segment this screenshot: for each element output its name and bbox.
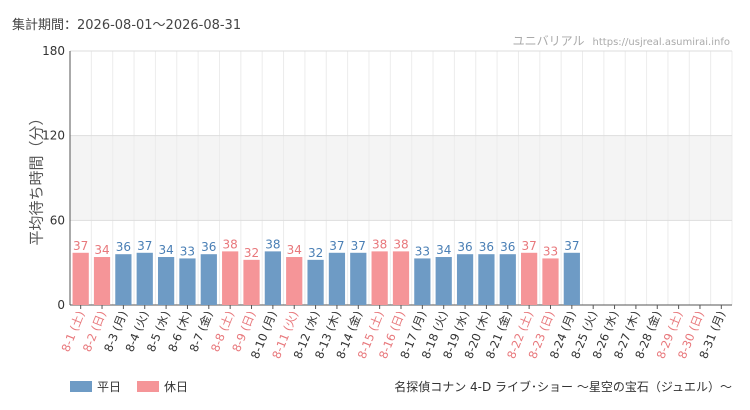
data-label: 37 [521,239,536,253]
y-tick-label: 120 [42,129,65,143]
data-label: 38 [223,237,238,251]
data-label: 38 [372,237,387,251]
data-label: 33 [180,244,195,258]
bar [264,251,281,305]
attraction-title: 名探偵コナン 4-D ライブ･ショー ～星空の宝石（ジュエル）～ [394,380,732,394]
data-label: 37 [137,239,152,253]
data-label: 37 [73,239,88,253]
bar [435,257,452,305]
data-label: 32 [308,246,323,260]
bar [307,259,324,305]
bar [286,257,303,305]
bar [243,259,260,305]
bar [456,254,474,305]
data-label: 36 [201,240,216,254]
legend-item-holiday: 休日 [137,378,188,395]
bar [136,252,153,305]
bar [93,257,111,305]
data-label: 36 [479,240,494,254]
bar [72,252,89,305]
bar [542,258,559,305]
legend: 平日 休日 [70,378,188,395]
data-label: 34 [436,243,451,257]
legend-swatch-holiday [137,381,160,392]
bar [371,251,388,305]
legend-label-weekday: 平日 [97,380,122,394]
bar [350,252,367,305]
data-label: 34 [287,243,302,257]
bar [222,251,239,305]
data-label: 36 [500,240,515,254]
bar [328,252,346,305]
y-tick-label: 180 [42,44,65,58]
data-label: 36 [116,240,131,254]
bar [414,258,431,305]
bar [563,252,580,305]
y-tick-label: 60 [50,213,65,227]
legend-swatch-weekday [70,381,92,392]
data-label: 33 [543,244,558,258]
y-axis-label: 平均待ち時間（分） [27,110,46,246]
grid-band [70,135,732,221]
data-label: 38 [393,237,408,251]
bar [392,251,410,305]
bar [499,254,516,305]
data-label: 37 [351,239,366,253]
data-label: 37 [329,239,344,253]
site-url: https://usjreal.asumirai.info [592,37,730,48]
period-label: 集計期間：2026-08-01～2026-08-31 [12,18,242,33]
bar [478,254,495,305]
data-label: 37 [564,239,579,253]
site-name: ユニバリアル [512,34,585,48]
data-label: 32 [244,246,259,260]
data-label: 34 [94,243,109,257]
bar [521,252,538,305]
legend-item-weekday: 平日 [70,378,121,395]
y-tick-label: 0 [57,298,65,312]
bar [179,258,196,305]
bar [115,254,132,305]
legend-label-holiday: 休日 [164,380,189,394]
bar [200,254,217,305]
data-label: 36 [457,240,472,254]
data-label: 38 [265,237,280,251]
data-label: 33 [415,244,430,258]
data-label: 34 [158,243,173,257]
bar [157,257,175,305]
site-credit: ユニバリアル https://usjreal.asumirai.info [513,32,730,49]
